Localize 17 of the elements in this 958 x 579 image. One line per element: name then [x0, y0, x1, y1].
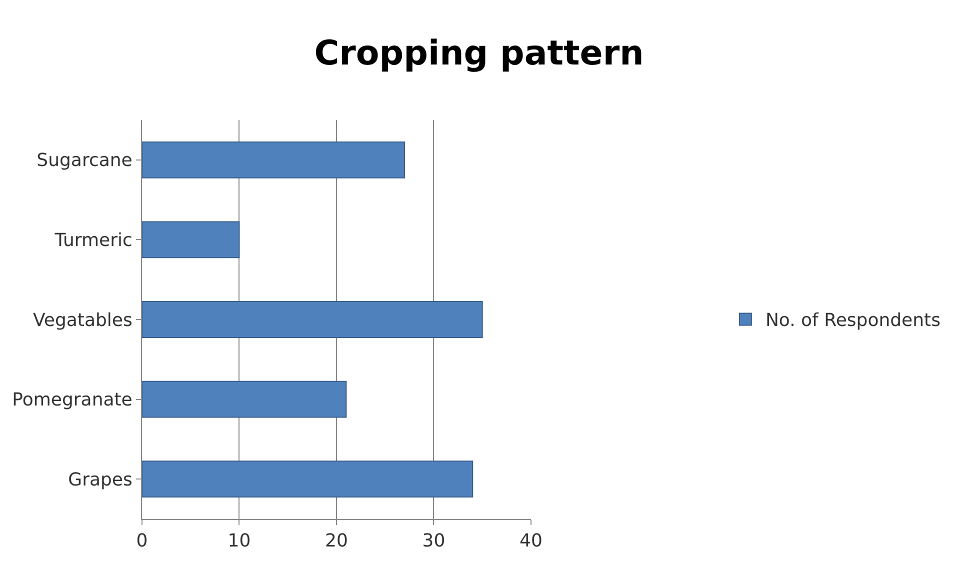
- y-tick-label: Turmeric: [54, 230, 132, 251]
- legend-label: No. of Respondents: [765, 310, 940, 332]
- bar: [142, 460, 474, 498]
- bar: [142, 141, 406, 178]
- x-tick-label: 0: [136, 530, 148, 552]
- x-tick-label: 10: [228, 530, 251, 552]
- bar: [142, 380, 347, 418]
- y-tick-label: Vegatables: [32, 310, 132, 331]
- y-tick-label: Sugarcane: [36, 150, 132, 172]
- bar: [142, 221, 240, 258]
- x-tick-label: 30: [422, 530, 446, 552]
- x-tick-label: 20: [325, 530, 348, 552]
- bar: [142, 301, 483, 338]
- chart-title: Cropping pattern: [314, 33, 644, 74]
- y-tick-label: Pomegranate: [12, 390, 132, 411]
- y-tick-label: Grapes: [68, 469, 132, 490]
- x-tick-label: 40: [520, 530, 542, 552]
